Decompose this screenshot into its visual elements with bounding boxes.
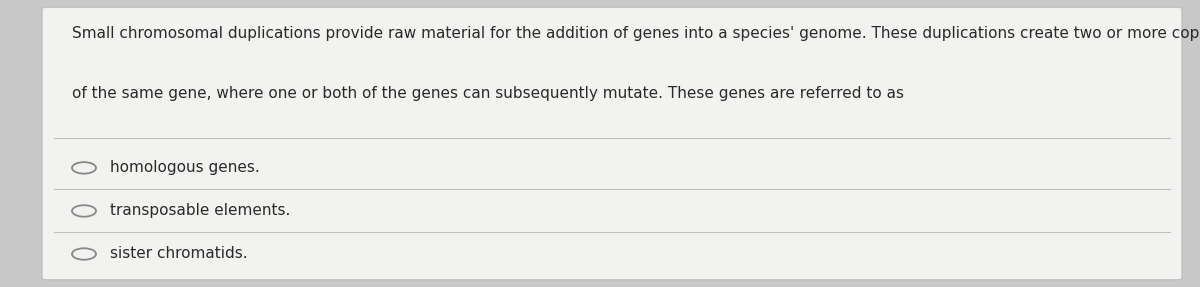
Text: transposable elements.: transposable elements. xyxy=(110,203,290,218)
FancyBboxPatch shape xyxy=(42,7,1182,280)
Text: sister chromatids.: sister chromatids. xyxy=(110,246,248,261)
Text: of the same gene, where one or both of the genes can subsequently mutate. These : of the same gene, where one or both of t… xyxy=(72,86,904,101)
Text: homologous genes.: homologous genes. xyxy=(110,160,260,175)
Text: Small chromosomal duplications provide raw material for the addition of genes in: Small chromosomal duplications provide r… xyxy=(72,26,1200,41)
